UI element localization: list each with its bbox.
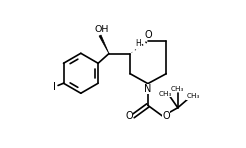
Text: H: H [135,39,141,48]
Polygon shape [99,35,109,54]
Text: CH₃: CH₃ [171,86,184,92]
Text: CH₃: CH₃ [186,94,200,99]
Text: OH: OH [94,25,108,34]
Text: O: O [144,30,152,40]
Text: O: O [162,111,170,121]
Text: I: I [53,82,56,91]
Text: O: O [125,111,133,121]
Text: N: N [144,84,151,94]
Text: CH₃: CH₃ [159,91,172,97]
